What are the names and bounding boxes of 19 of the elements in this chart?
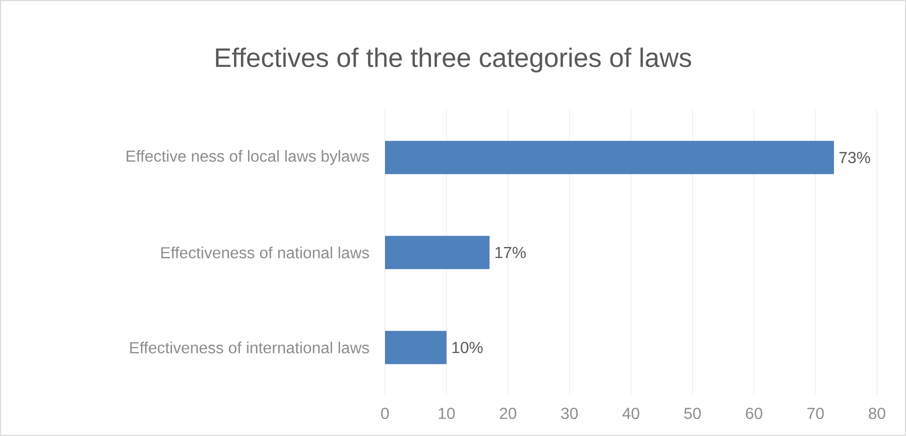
data-label: 10%	[452, 342, 483, 354]
x-tick-label: 10	[438, 408, 455, 420]
bar	[385, 330, 446, 364]
x-tick-label: 60	[746, 408, 762, 420]
x-tick-label: 50	[684, 408, 701, 420]
x-tick-label: 40	[622, 408, 640, 420]
x-tick-label: 80	[868, 408, 886, 420]
x-tick-label: 20	[500, 408, 516, 420]
x-tick-label: 70	[807, 408, 824, 420]
y-tick-label: Effectiveness of international laws	[130, 342, 370, 354]
bar	[385, 140, 834, 174]
data-label: 17%	[495, 246, 526, 258]
y-tick-label: Effectiveness of national laws	[161, 246, 370, 258]
chart-title: Effectives of the three categories of laws	[216, 48, 692, 72]
x-tick-label: 30	[561, 408, 578, 420]
x-tick-label: 0	[381, 408, 389, 420]
data-label: 73%	[839, 152, 870, 164]
y-tick-label: Effective ness of local laws bylaws	[126, 150, 370, 165]
bar	[385, 236, 490, 270]
